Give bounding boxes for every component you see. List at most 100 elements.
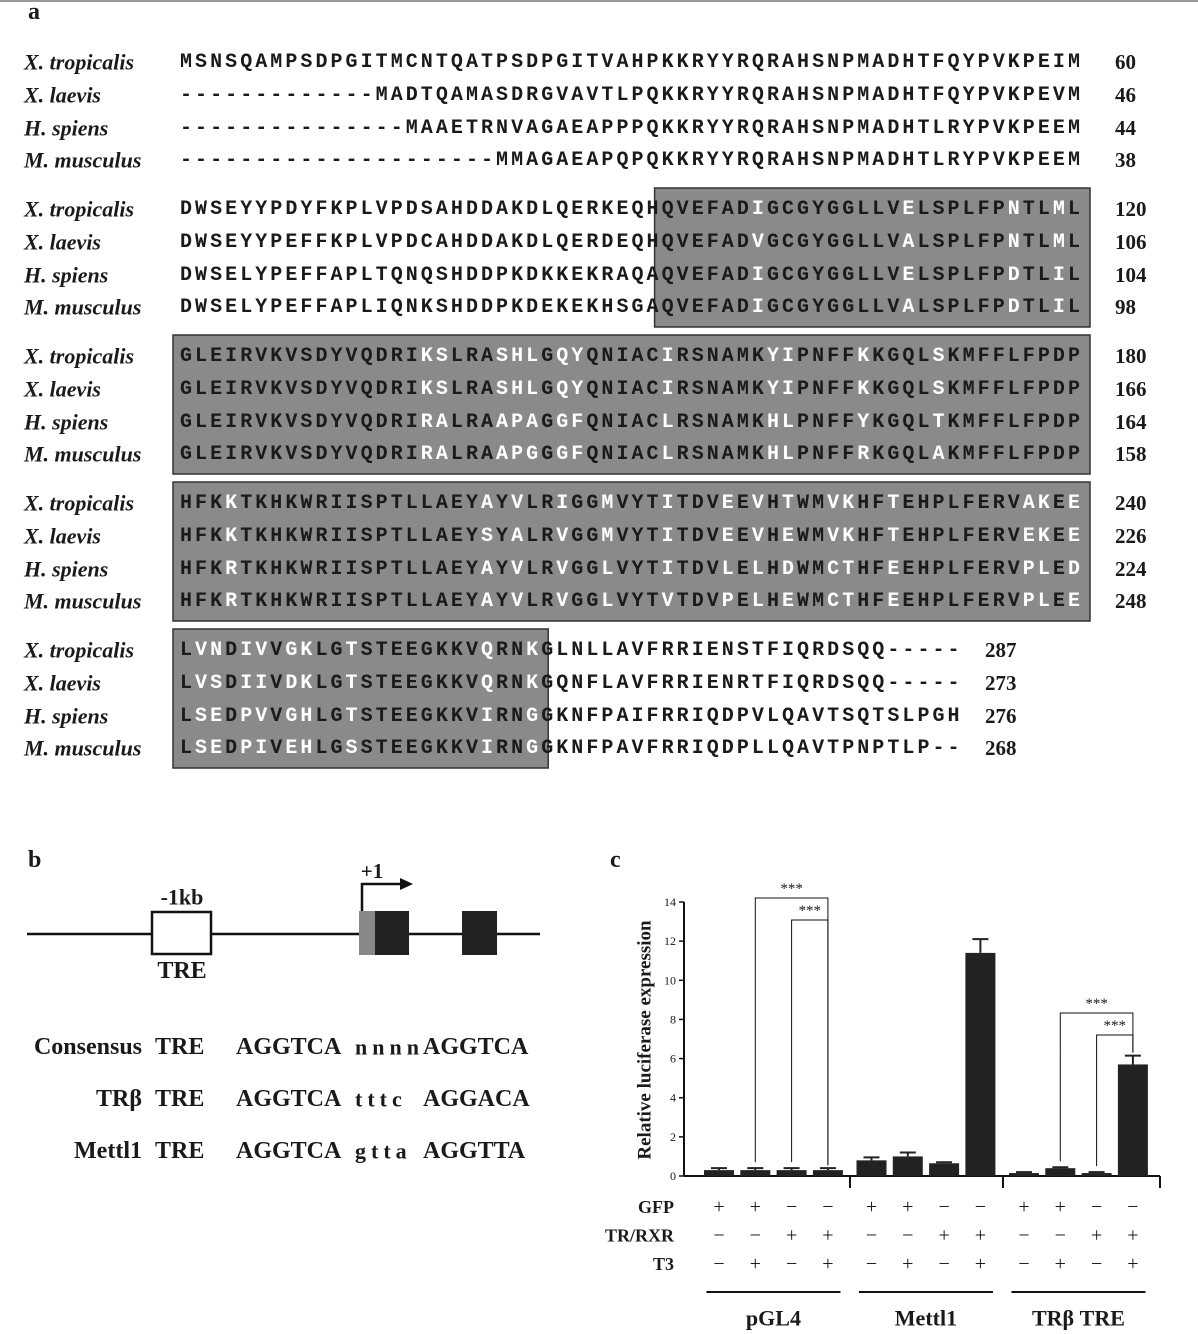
residue: K	[677, 84, 689, 107]
condition-sign: −	[822, 1196, 833, 1218]
domain-box	[172, 481, 1091, 622]
residue: Q	[662, 264, 674, 287]
residue: E	[406, 672, 418, 695]
exon	[462, 911, 497, 955]
residue: I	[346, 590, 358, 613]
residue: G	[556, 443, 568, 466]
residue: V	[707, 525, 719, 548]
residue: G	[827, 296, 839, 319]
residue: A	[933, 443, 945, 466]
residue: N	[707, 378, 719, 401]
species-name: M. musculus	[23, 148, 141, 173]
residue: M	[812, 525, 824, 548]
residue: C	[782, 264, 794, 287]
residue: -	[195, 117, 207, 140]
residue: L	[195, 443, 207, 466]
residue: K	[677, 51, 689, 74]
residue: -	[255, 117, 267, 140]
residue: Y	[722, 51, 734, 74]
residue: F	[963, 525, 975, 548]
residue: S	[225, 51, 237, 74]
residue: N	[601, 411, 613, 434]
residue-count: 287	[985, 638, 1017, 662]
residue: P	[616, 117, 628, 140]
residue: L	[722, 558, 734, 581]
residue: V	[1053, 84, 1065, 107]
residue: F	[978, 296, 990, 319]
residue: L	[1038, 590, 1050, 613]
residue: D	[827, 672, 839, 695]
residue: S	[361, 705, 373, 728]
residue: S	[361, 590, 373, 613]
residue: -	[361, 149, 373, 172]
residue: M	[496, 149, 508, 172]
residue: G	[571, 590, 583, 613]
residue: R	[812, 672, 824, 695]
residue: S	[346, 737, 358, 760]
residue: G	[180, 443, 192, 466]
significance-bracket	[791, 919, 829, 1166]
residue: I	[782, 345, 794, 368]
residue: -	[361, 117, 373, 140]
residue: K	[526, 639, 538, 662]
residue: D	[466, 198, 478, 221]
residue: P	[1023, 51, 1035, 74]
residue: K	[451, 672, 463, 695]
residue: G	[541, 149, 553, 172]
residue: G	[571, 558, 583, 581]
residue: H	[917, 558, 929, 581]
tre-box	[150, 910, 213, 956]
residue: F	[767, 672, 779, 695]
residue: L	[857, 231, 869, 254]
residue: M	[812, 492, 824, 515]
residue: D	[827, 639, 839, 662]
residue: L	[451, 378, 463, 401]
residue: K	[1008, 149, 1020, 172]
residue: K	[1008, 51, 1020, 74]
residue: D	[315, 443, 327, 466]
residue: E	[722, 492, 734, 515]
residue: P	[737, 705, 749, 728]
residue: K	[436, 737, 448, 760]
residue: T	[752, 672, 764, 695]
condition-sign: +	[1018, 1196, 1029, 1218]
residue: N	[707, 345, 719, 368]
residue: P	[511, 411, 523, 434]
residue: G	[180, 378, 192, 401]
residue: Q	[391, 296, 403, 319]
residue: A	[511, 525, 523, 548]
residue: D	[315, 345, 327, 368]
residue: R	[677, 411, 689, 434]
residue: M	[963, 411, 975, 434]
residue: F	[1023, 411, 1035, 434]
residue: I	[481, 705, 493, 728]
residue: S	[692, 443, 704, 466]
residue: E	[692, 264, 704, 287]
condition-sign: +	[902, 1253, 913, 1275]
error-bar	[863, 1156, 880, 1161]
residue: E	[391, 639, 403, 662]
condition-sign: −	[975, 1196, 986, 1218]
tre-position: -1kb	[161, 885, 204, 910]
residue: A	[872, 51, 884, 74]
residue: F	[993, 345, 1005, 368]
residue: T	[677, 590, 689, 613]
residue: Q	[421, 264, 433, 287]
residue: V	[556, 525, 568, 548]
residue: L	[752, 558, 764, 581]
residue: K	[225, 492, 237, 515]
residue: T	[887, 492, 899, 515]
residue: H	[857, 525, 869, 548]
residue: A	[797, 705, 809, 728]
residue: V	[466, 705, 478, 728]
residue: Q	[556, 345, 568, 368]
residue: N	[827, 117, 839, 140]
residue: N	[511, 639, 523, 662]
residue: N	[722, 639, 734, 662]
residue: S	[812, 84, 824, 107]
residue: E	[225, 296, 237, 319]
residue: H	[917, 492, 929, 515]
panel-label: a	[28, 0, 40, 25]
